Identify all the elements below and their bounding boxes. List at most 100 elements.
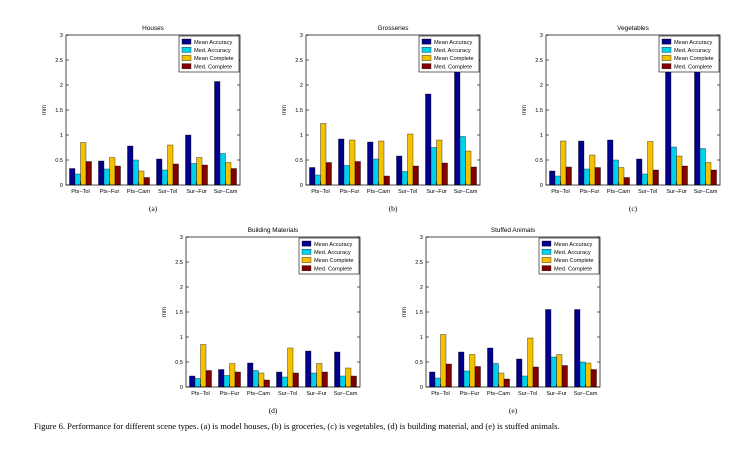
bar (161, 169, 168, 186)
y-tick-label: 0 (420, 385, 423, 391)
x-tick-label: Sur−Tol (158, 189, 177, 195)
y-axis-label: mm (42, 105, 48, 115)
legend-entry: Mean Accuracy (674, 40, 712, 46)
bar (574, 309, 581, 388)
legend-swatch (301, 240, 312, 247)
bar (334, 351, 341, 388)
x-tick-label: Sur−Tol (518, 391, 537, 397)
bar (589, 154, 596, 186)
legend-entry: Med. Accuracy (314, 250, 351, 256)
bar (647, 141, 654, 186)
bar (338, 138, 345, 186)
bar (234, 371, 241, 388)
bar (196, 157, 203, 186)
bar (401, 171, 408, 186)
y-tick-label: 2 (420, 285, 423, 291)
bar (474, 366, 481, 388)
bar (205, 370, 212, 388)
x-tick-label: Pts−Tol (311, 189, 330, 195)
bar (132, 159, 139, 186)
legend-swatch (661, 47, 672, 53)
bar (694, 52, 701, 186)
legend-entry: Med. Complete (434, 64, 472, 70)
legend-swatch (181, 63, 192, 69)
legend-entry: Med. Complete (314, 266, 352, 272)
bar (219, 153, 226, 186)
bar (350, 375, 357, 388)
x-tick-label: Pts−Fur (220, 391, 240, 397)
y-tick-label: 1.5 (175, 310, 183, 316)
bar (201, 164, 208, 186)
chart-panel: Stuffed Animals 0 0.5 1 1.5 2 2.5 3 mm Pts−Tol Pts… (402, 227, 601, 415)
bar (436, 139, 443, 186)
bar (325, 162, 332, 186)
y-tick-label: 3 (60, 33, 63, 39)
bar (223, 375, 230, 388)
bar (612, 159, 619, 186)
bar (594, 167, 601, 186)
legend-entry: Med. Accuracy (554, 250, 591, 256)
x-tick-label: Sur−Cam (454, 189, 478, 195)
bar (345, 367, 352, 388)
bar (214, 81, 221, 186)
x-tick-label: Pts−Cam (247, 391, 270, 397)
bar (503, 378, 510, 388)
bar (225, 162, 232, 186)
bar (521, 375, 528, 388)
bar (434, 377, 441, 388)
y-tick-label: 2 (300, 83, 303, 89)
bar (172, 163, 179, 186)
bar (407, 133, 414, 186)
bar (292, 372, 299, 388)
plot-frame (185, 236, 361, 388)
y-tick-label: 3 (420, 235, 423, 241)
y-tick-label: 2 (60, 83, 63, 89)
bar (287, 347, 294, 388)
bar (321, 371, 328, 388)
x-tick-label: Pts−Cam (607, 189, 630, 195)
bar (114, 165, 121, 186)
bar (565, 166, 572, 186)
bar (314, 174, 321, 186)
bar (487, 347, 494, 388)
plot-frame (305, 34, 481, 186)
legend-entry: Mean Complete (554, 258, 594, 264)
panel-label: (b) (389, 204, 398, 213)
legend-swatch (661, 38, 672, 45)
bar (670, 146, 677, 186)
plot-frame (425, 236, 601, 388)
y-tick-label: 3 (300, 33, 303, 39)
x-tick-label: Pts−Cam (127, 189, 150, 195)
bar (549, 170, 556, 186)
panel-label: (c) (629, 204, 638, 213)
bar (252, 370, 259, 388)
y-tick-label: 0.5 (175, 360, 183, 366)
x-tick-label: Sur−Fur (426, 189, 446, 195)
legend-entry: Mean Complete (434, 56, 474, 62)
bar (310, 372, 317, 388)
bar (138, 170, 145, 186)
y-tick-label: 1 (180, 335, 183, 341)
y-tick-label: 0.5 (415, 360, 423, 366)
bar (309, 167, 316, 186)
panel-label: (d) (269, 406, 278, 415)
x-tick-label: Pts−Fur (100, 189, 120, 195)
bar (258, 372, 265, 388)
legend-swatch (421, 38, 432, 45)
legend-swatch (661, 63, 672, 69)
chart-title: Houses (142, 25, 164, 32)
bar (349, 139, 356, 186)
chart-panel: Vegetables 0 0.5 1 1.5 2 2.5 3 mm Pts−Tol Pts−Fur P… (522, 25, 721, 213)
bar (516, 358, 523, 388)
legend-entry: Mean Complete (674, 56, 714, 62)
legend-swatch (181, 47, 192, 53)
chart-title: Vegetables (617, 25, 649, 32)
chart-title: Grosseries (378, 25, 409, 32)
bar (127, 145, 134, 186)
bar (583, 168, 590, 186)
legend-entry: Med. Complete (674, 64, 712, 70)
y-tick-label: 2.5 (55, 58, 63, 64)
bar (194, 378, 201, 388)
legend-entry: Med. Accuracy (194, 48, 231, 54)
bar (459, 136, 466, 186)
